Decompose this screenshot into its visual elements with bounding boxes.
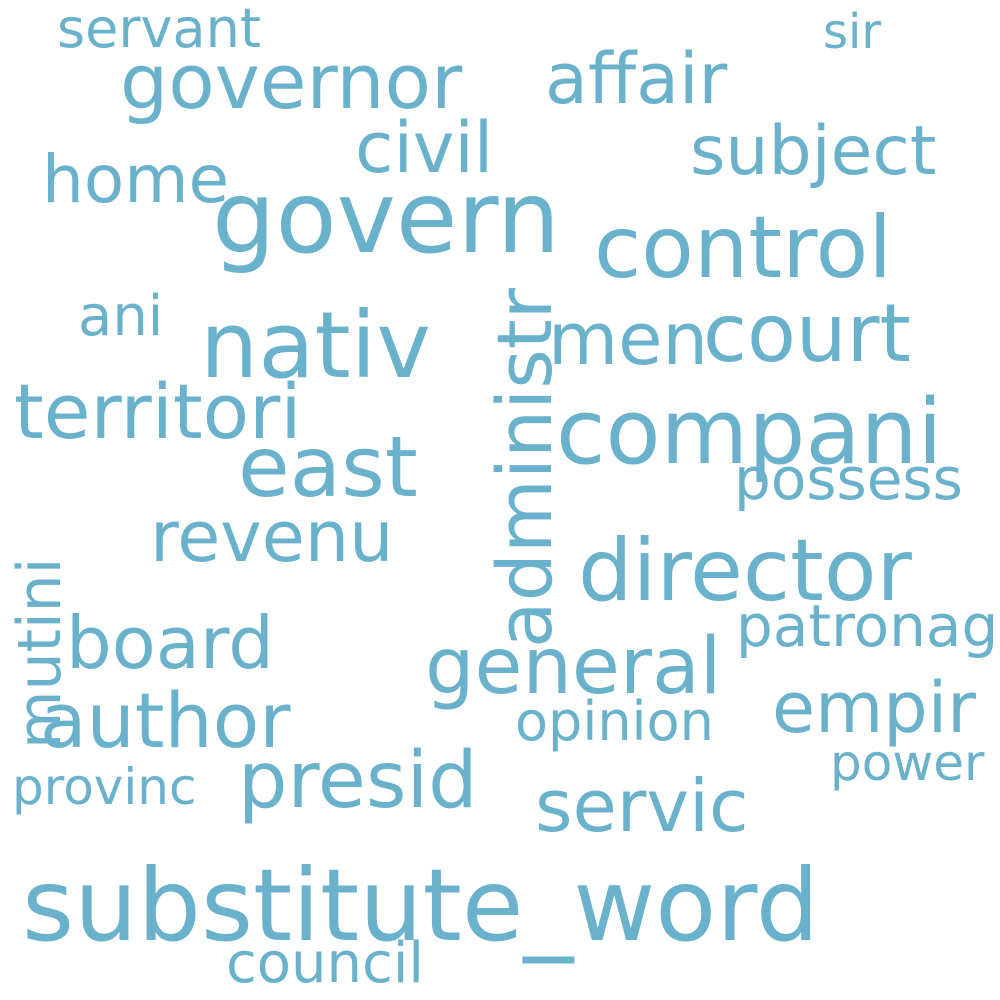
word-provinc: provinc	[12, 758, 197, 816]
word-affair: affair	[545, 38, 728, 120]
word-compani: compani	[556, 380, 943, 485]
word-subject: subject	[690, 112, 937, 191]
word-board: board	[66, 601, 274, 685]
word-servic: servic	[535, 764, 749, 848]
word-sir: sir	[823, 4, 882, 60]
word-presid: presid	[238, 736, 478, 826]
word-director: director	[578, 521, 912, 621]
word-governor: governor	[120, 37, 463, 126]
word-patronag: patronag	[736, 592, 999, 660]
word-council: council	[226, 931, 424, 996]
word-empir: empir	[772, 667, 976, 749]
word-men: men	[548, 297, 709, 381]
word-ani: ani	[78, 284, 164, 349]
word-home: home	[42, 141, 230, 218]
word-territori: territori	[14, 367, 302, 456]
word-author: author	[40, 676, 291, 765]
word-general: general	[425, 622, 722, 712]
word-civil: civil	[355, 107, 494, 189]
word-east: east	[238, 418, 418, 516]
word-possess: possess	[734, 445, 963, 513]
word-govern: govern	[212, 159, 561, 276]
word-substitute-word: substitute_word	[22, 847, 820, 964]
word-control: control	[594, 198, 893, 298]
word-power: power	[830, 734, 985, 792]
word-nativ: nativ	[200, 292, 431, 399]
word-court: court	[703, 287, 911, 380]
word-opinion: opinion	[515, 690, 714, 753]
word-servant: servant	[57, 0, 262, 60]
word-revenu: revenu	[150, 496, 394, 578]
